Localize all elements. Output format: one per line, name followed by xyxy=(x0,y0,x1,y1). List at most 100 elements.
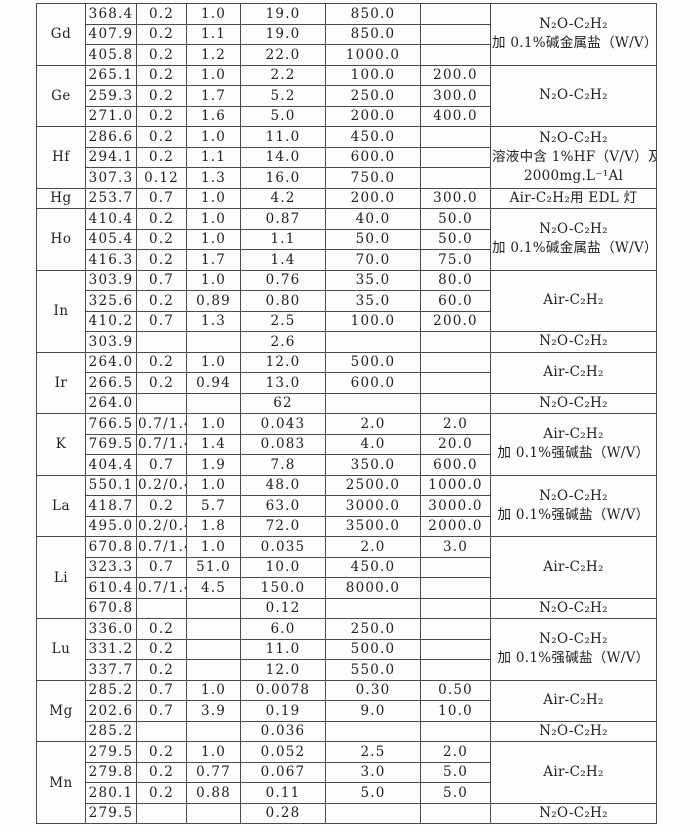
cell-param-1: 0.7 xyxy=(136,679,187,701)
cell-param-2: 1.0 xyxy=(186,536,241,558)
note-line: Air-C₂H₂ xyxy=(543,426,604,443)
element-symbol: Mg xyxy=(36,679,86,742)
cell-wavelength: 325.6 xyxy=(85,290,137,312)
cell-param-2: 1.0 xyxy=(186,187,241,209)
table-row: Ge 265.1 0.2 1.0 2.2 100.0 200.0 N₂O-C₂H₂ xyxy=(36,64,657,127)
cell-param-1: 0.2 xyxy=(136,290,187,312)
cell-param-1 xyxy=(136,392,187,414)
cell-param-5: 300.0 xyxy=(420,85,491,107)
cell-param-3: 0.083 xyxy=(240,433,326,455)
cell-param-3: 10.0 xyxy=(240,556,326,578)
table-row: Mg 285.2 0.7 1.0 0.0078 0.30 0.50 Air-C₂H₂ xyxy=(36,679,657,742)
flame-conditions-note: Air-C₂H₂ xyxy=(490,269,657,332)
cell-wavelength: 405.4 xyxy=(85,228,137,250)
cell-param-2: 1.0 xyxy=(186,474,241,496)
cell-param-2 xyxy=(186,720,241,742)
cell-wavelength: 280.1 xyxy=(85,782,137,804)
cell-param-1: 0.7 xyxy=(136,187,187,209)
cell-param-4: 250.0 xyxy=(325,85,421,107)
cell-param-1: 0.7 xyxy=(136,700,187,722)
element-symbol: Hg xyxy=(36,187,86,209)
cell-param-2: 1.0 xyxy=(186,413,241,435)
cell-param-3: 0.0078 xyxy=(240,679,326,701)
cell-param-4: 100.0 xyxy=(325,310,421,332)
table-row: Hg 253.7 0.7 1.0 4.2 200.0 300.0 Air-C₂H₂用 EDL … xyxy=(36,187,657,209)
cell-param-5: 200.0 xyxy=(420,310,491,332)
cell-wavelength: 303.9 xyxy=(85,269,137,291)
cell-param-1: 0.2 xyxy=(136,495,187,517)
cell-param-2: 1.0 xyxy=(186,3,241,25)
cell-param-3: 0.043 xyxy=(240,413,326,435)
flame-conditions-note: N₂O-C₂H₂ 加 0.1%强碱盐（W/V） xyxy=(490,618,657,681)
cell-wavelength: 410.2 xyxy=(85,310,137,332)
cell-wavelength: 418.7 xyxy=(85,495,137,517)
cell-param-3: 150.0 xyxy=(240,577,326,599)
table-row: 264.0 62 N₂O-C₂H₂ xyxy=(37,392,657,414)
cell-param-3: 12.0 xyxy=(240,659,326,681)
cell-param-2: 0.94 xyxy=(186,372,241,394)
table-row: Gd 368.4 0.2 1.0 19.0 850.0 N₂O-C₂H₂ 加 0.1%碱金属盐… xyxy=(36,3,657,66)
cell-param-1: 0.2 xyxy=(136,372,187,394)
cell-param-5: 300.0 xyxy=(420,187,491,209)
table-row: 303.9 2.6 N₂O-C₂H₂ xyxy=(37,331,657,353)
cell-param-4: 40.0 xyxy=(325,208,421,230)
note-line: N₂O-C₂H₂ xyxy=(539,129,608,146)
cell-param-1: 0.2 xyxy=(136,126,187,148)
cell-param-5: 2.0 xyxy=(420,741,491,763)
cell-param-1: 0.2 xyxy=(136,782,187,804)
flame-conditions-note: N₂O-C₂H₂ xyxy=(490,802,657,824)
cell-param-3: 13.0 xyxy=(240,372,326,394)
cell-param-5 xyxy=(420,126,491,148)
cell-param-3: 5.2 xyxy=(240,85,326,107)
cell-param-1: 0.2 xyxy=(136,23,187,45)
cell-param-2: 1.4 xyxy=(186,433,241,455)
cell-param-5: 50.0 xyxy=(420,208,491,230)
cell-param-4: 1000.0 xyxy=(325,44,421,66)
cell-wavelength: 253.7 xyxy=(85,187,137,209)
cell-param-4: 2.0 xyxy=(325,536,421,558)
cell-param-5: 20.0 xyxy=(420,433,491,455)
note-line: 加 0.1%强碱盐（W/V） xyxy=(497,506,650,523)
element-symbol: Ho xyxy=(36,208,86,271)
cell-param-1: 0.2 xyxy=(136,618,187,640)
cell-param-1: 0.7/1.4 xyxy=(136,536,187,558)
cell-wavelength: 550.1 xyxy=(85,474,137,496)
cell-wavelength: 264.0 xyxy=(85,351,137,373)
note-line: Air-C₂H₂ xyxy=(543,558,604,575)
cell-param-1: 0.2/0.4 xyxy=(136,515,187,537)
cell-param-3: 0.036 xyxy=(240,720,326,742)
cell-param-2: 1.0 xyxy=(186,126,241,148)
cell-param-1: 0.2 xyxy=(136,638,187,660)
note-line: N₂O-C₂H₂ xyxy=(539,722,608,739)
cell-param-3: 12.0 xyxy=(240,351,326,373)
flame-conditions-note: Air-C₂H₂用 EDL 灯 xyxy=(490,187,657,209)
cell-param-1: 0.7 xyxy=(136,556,187,578)
cell-wavelength: 271.0 xyxy=(85,105,137,127)
cell-param-1: 0.2 xyxy=(136,64,187,86)
cell-wavelength: 264.0 xyxy=(85,392,137,414)
cell-param-4: 2.0 xyxy=(325,413,421,435)
cell-param-4: 50.0 xyxy=(325,228,421,250)
cell-param-4: 5.0 xyxy=(325,782,421,804)
table-row: 259.3 0.2 1.7 5.2 250.0 300.0 xyxy=(37,85,657,107)
cell-param-3: 2.5 xyxy=(240,310,326,332)
table-row: Ir 264.0 0.2 1.0 12.0 500.0 Air-C₂H₂ xyxy=(36,351,657,414)
cell-param-1: 0.7/1.4 xyxy=(136,413,187,435)
cell-wavelength: 285.2 xyxy=(85,679,137,701)
table-body: Gd 368.4 0.2 1.0 19.0 850.0 N₂O-C₂H₂ 加 0.1%碱金属盐… xyxy=(36,3,657,824)
table-row: 285.2 0.036 N₂O-C₂H₂ xyxy=(37,720,657,742)
cell-param-5: 75.0 xyxy=(420,249,491,271)
note-line: N₂O-C₂H₂ xyxy=(539,599,608,616)
cell-param-3: 0.76 xyxy=(240,269,326,291)
cell-wavelength: 766.5 xyxy=(85,413,137,435)
note-line: Air-C₂H₂用 EDL 灯 xyxy=(509,189,638,206)
cell-param-3: 0.067 xyxy=(240,761,326,783)
cell-param-4: 35.0 xyxy=(325,269,421,291)
cell-param-4: 200.0 xyxy=(325,105,421,127)
note-line: 加 0.1%强碱盐（W/V） xyxy=(497,445,650,462)
cell-param-2 xyxy=(186,597,241,619)
note-line: N₂O-C₂H₂ xyxy=(539,16,608,33)
flame-conditions-note: N₂O-C₂H₂ 加 0.1%碱金属盐（W/V） xyxy=(490,3,657,66)
